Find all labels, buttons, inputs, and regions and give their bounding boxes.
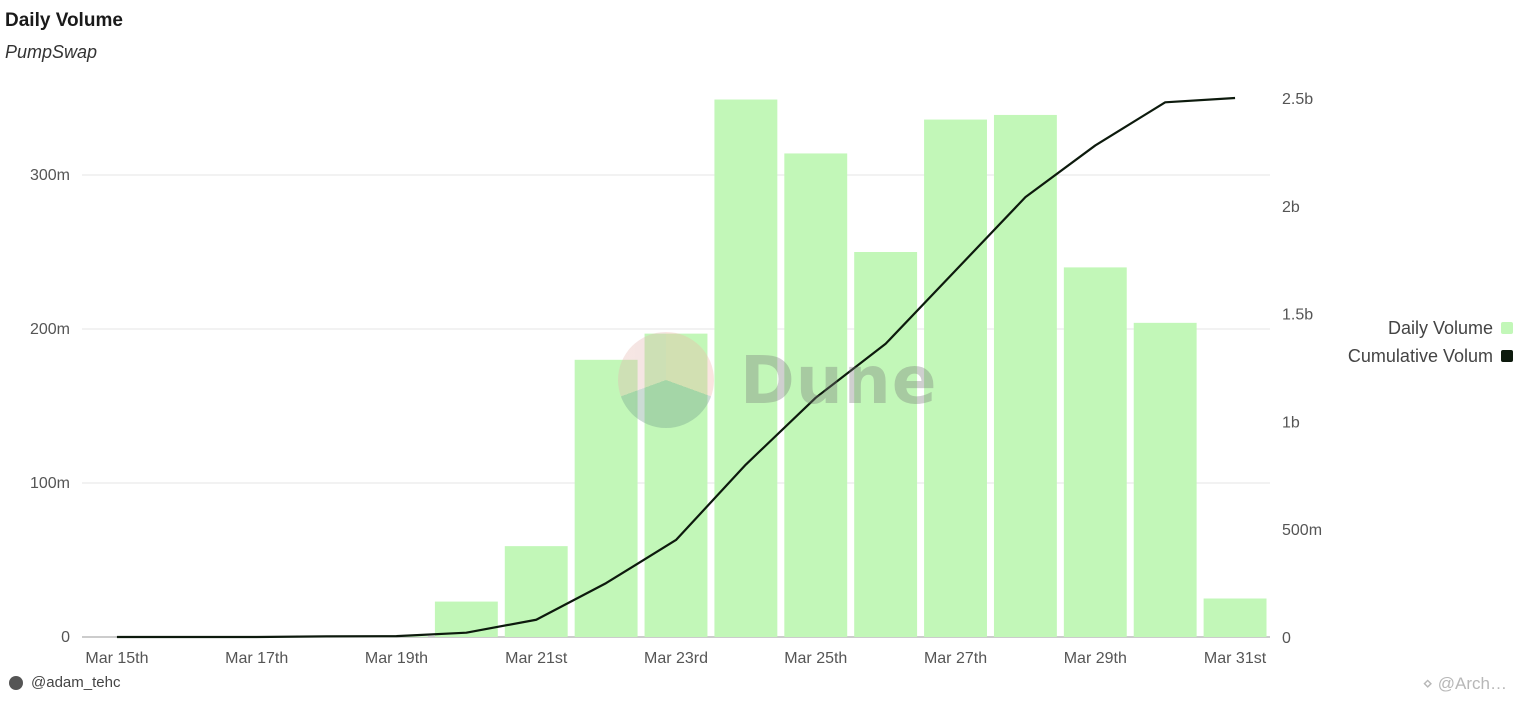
bar xyxy=(1133,322,1197,637)
user-avatar-icon xyxy=(9,675,23,690)
bar xyxy=(924,119,987,637)
x-tick-label: Mar 21st xyxy=(505,650,568,667)
x-tick-label: Mar 15th xyxy=(85,650,148,667)
chart-subtitle: PumpSwap xyxy=(5,42,98,62)
x-tick-label: Mar 19th xyxy=(365,650,428,667)
bar xyxy=(784,153,848,637)
bar xyxy=(854,252,918,637)
bar xyxy=(644,333,708,637)
y-right-tick-label: 500m xyxy=(1282,522,1322,539)
legend-item-cumulative-volume[interactable]: Cumulative Volum xyxy=(1348,342,1513,370)
x-tick-label: Mar 29th xyxy=(1064,650,1127,667)
bar xyxy=(434,601,498,637)
y-left-tick-label: 100m xyxy=(30,475,70,492)
bar xyxy=(574,359,638,637)
bar xyxy=(993,114,1057,637)
corner-watermark: ⋄ @Arch… xyxy=(1422,674,1507,693)
legend-swatch xyxy=(1501,350,1513,362)
x-tick-label: Mar 27th xyxy=(924,650,987,667)
legend-label: Cumulative Volum xyxy=(1347,345,1493,366)
y-left-tick-label: 200m xyxy=(30,321,70,338)
x-tick-label: Mar 25th xyxy=(784,650,847,667)
bar xyxy=(504,546,568,637)
y-right-tick-label: 1b xyxy=(1282,414,1300,431)
author-name: @adam_tehc xyxy=(31,674,121,691)
y-right-tick-label: 1.5b xyxy=(1282,307,1313,324)
legend-item-daily-volume[interactable]: Daily Volume xyxy=(1348,314,1513,342)
y-left-tick-label: 0 xyxy=(61,629,70,646)
chart-title: Daily Volume xyxy=(5,10,123,31)
y-right-tick-label: 2b xyxy=(1282,199,1300,216)
legend: Daily Volume Cumulative Volum xyxy=(1348,314,1513,370)
y-right-tick-label: 2.5b xyxy=(1282,91,1313,108)
bar xyxy=(1203,598,1267,637)
y-left-tick-label: 300m xyxy=(30,167,70,184)
legend-label: Daily Volume xyxy=(1387,317,1493,338)
bar xyxy=(1063,267,1127,637)
bar xyxy=(714,99,778,638)
x-tick-label: Mar 31st xyxy=(1204,650,1267,667)
cumulative-line xyxy=(116,96,1236,639)
y-right-tick-label: 0 xyxy=(1282,630,1291,647)
legend-swatch xyxy=(1501,322,1513,334)
x-tick-label: Mar 17th xyxy=(225,650,288,667)
author-credit[interactable]: @adam_tehc xyxy=(9,674,120,691)
x-tick-label: Mar 23rd xyxy=(644,650,708,667)
